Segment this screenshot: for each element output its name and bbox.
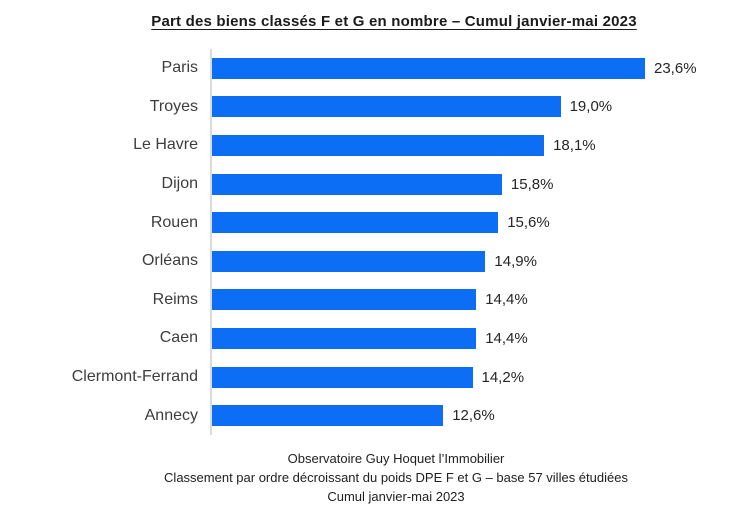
value-label: 18,1% <box>553 136 596 154</box>
bar <box>212 173 502 195</box>
bar-area: 15,6% <box>210 203 752 242</box>
category-label: Le Havre <box>133 136 198 154</box>
bar-rows: Paris 23,6% Troyes 19,0% Le Havre 18,1% Dijon 1… <box>0 49 752 435</box>
bar-area: 12,6% <box>210 396 752 435</box>
bar-row: Dijon 15,8% <box>0 164 752 204</box>
bar <box>212 212 499 234</box>
bar-chart: Paris 23,6% Troyes 19,0% Le Havre 18,1% Dijon 1… <box>0 49 752 435</box>
bar-area: 18,1% <box>210 126 752 165</box>
value-label: 15,6% <box>507 214 550 232</box>
bar <box>212 327 477 349</box>
footer-method-line: Classement par ordre décroissant du poid… <box>164 469 628 485</box>
category-label: Orléans <box>141 252 198 270</box>
value-label: 14,2% <box>481 368 525 386</box>
value-label: 14,4% <box>485 291 528 309</box>
footer-source-line: Observatoire Guy Hoquet l’Immobilier <box>287 450 505 466</box>
bar-area: 14,9% <box>210 241 752 281</box>
category-label: Clermont-Ferrand <box>71 368 198 386</box>
bar-row: Le Havre 18,1% <box>0 126 752 165</box>
bar <box>212 57 645 79</box>
bar-area: 14,4% <box>210 280 752 320</box>
bar-row: Caen 14,4% <box>0 319 752 358</box>
category-label: Annecy <box>144 406 198 424</box>
category-label: Dijon <box>161 175 198 193</box>
bar <box>212 289 477 311</box>
bar-row: Rouen 15,6% <box>0 203 752 242</box>
bar-area: 19,0% <box>210 87 752 127</box>
bar-area: 14,4% <box>210 319 752 358</box>
bar <box>212 96 561 118</box>
category-label: Caen <box>159 329 198 347</box>
bar-row: Reims 14,4% <box>0 280 752 320</box>
value-label: 14,9% <box>494 252 537 270</box>
bar <box>212 250 486 272</box>
bar <box>212 405 444 427</box>
bar-row: Annecy 12,6% <box>0 396 752 435</box>
chart-title: Part des biens classés F et G en nombre … <box>151 13 637 30</box>
value-label: 19,0% <box>569 98 613 116</box>
chart-footer: Observatoire Guy Hoquet l’Immobilier Cla… <box>0 449 752 506</box>
value-label: 23,6% <box>654 59 697 77</box>
bar-row: Paris 23,6% <box>0 49 752 88</box>
bar-row: Troyes 19,0% <box>0 87 752 127</box>
category-label: Rouen <box>150 213 198 231</box>
value-label: 15,8% <box>510 175 554 193</box>
bar-row: Clermont-Ferrand 14,2% <box>0 357 752 397</box>
bar <box>212 134 545 156</box>
bar-area: 14,2% <box>210 357 752 397</box>
bar-row: Orléans 14,9% <box>0 241 752 281</box>
value-label: 12,6% <box>452 407 495 425</box>
category-label: Troyes <box>149 97 198 115</box>
bar-area: 23,6% <box>210 49 752 88</box>
value-label: 14,4% <box>485 329 528 347</box>
category-label: Reims <box>152 290 198 308</box>
footer-period-line: Cumul janvier-mai 2023 <box>327 488 465 504</box>
bar-area: 15,8% <box>210 164 752 204</box>
bar <box>212 366 473 388</box>
chart-page: Part des biens classés F et G en nombre … <box>0 13 752 530</box>
category-label: Paris <box>161 59 198 77</box>
